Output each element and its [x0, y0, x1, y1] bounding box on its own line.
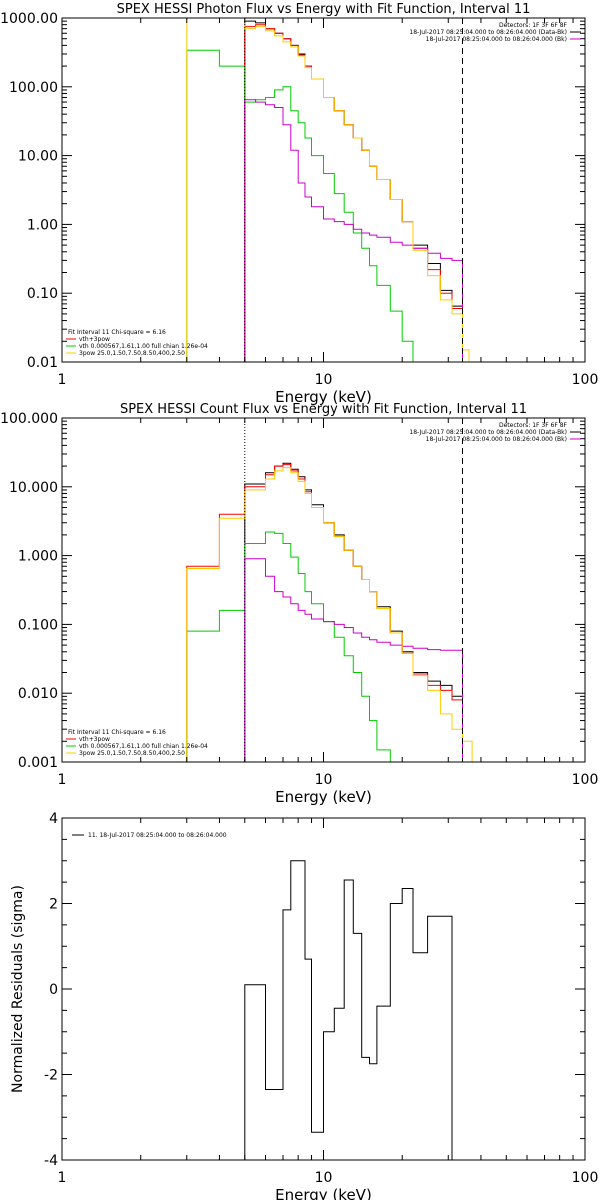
series-line-5: [186, 18, 470, 362]
legend-line: vth 0.000567,1.61,1.00 full chian 1.26e-…: [79, 343, 208, 350]
legend-line: vth+3pow: [79, 736, 110, 743]
series-group: [244, 860, 453, 1160]
y-tick-label: 0.01: [27, 355, 58, 371]
legend-line: 11. 18-Jul-2017 08:25:04.000 to 08:26:04…: [88, 832, 227, 839]
series-line-1: [244, 860, 453, 1160]
x-tick-label: 100: [572, 372, 599, 388]
y-tick-label: 0.10: [27, 286, 58, 302]
y-tick-label: 10.00: [18, 149, 58, 165]
x-tick-label: 10: [315, 772, 333, 788]
header-line: 18-Jul-2017 08:25:04.000 to 08:26:04.000…: [409, 429, 567, 436]
y-tick-label: 0.010: [18, 686, 58, 702]
x-tick-label: 100: [572, 772, 599, 788]
chart-panel-3: 1 10 100 -4 -2 0 2 4 Energy (keV) Normalized Resi…: [10, 811, 598, 1200]
chart-panel-2: 1 10 100 0.001 0.010 0.100 1.000 10.000 100.000 S…: [0, 402, 598, 806]
header-line: Detectors: 1F 3F 6F 8F: [499, 22, 568, 29]
legend-line: Fit Interval 11 Chi-square = 6.16: [68, 329, 166, 336]
series-line-3: [186, 49, 414, 362]
y-tick-label: 0.100: [18, 617, 58, 633]
series-line-2: [244, 24, 463, 362]
y-tick-label: 0: [49, 982, 58, 998]
y-tick-label: 10.000: [9, 480, 58, 496]
series-line-3: [186, 531, 391, 762]
x-tick-label: 10: [315, 1170, 333, 1186]
series-line-1: [244, 462, 463, 762]
x-tick-label: 100: [572, 1170, 599, 1186]
x-tick-label: 1: [58, 1170, 67, 1186]
y-tick-label: 1.00: [27, 217, 58, 233]
y-tick-label: 0.001: [18, 755, 58, 771]
y-tick-label: 1.000: [18, 549, 58, 565]
legend-line: 3pow 25.0,1.50,7.50,8.50,400,2.50: [79, 750, 185, 757]
series-line-2: [186, 464, 463, 762]
series-line-4: [244, 99, 463, 362]
legend-line: 3pow 25.0,1.50,7.50,8.50,400,2.50: [79, 350, 185, 357]
legend-line: Fit Interval 11 Chi-square = 6.16: [68, 729, 166, 736]
y-tick-label: 1000.00: [0, 11, 58, 27]
x-axis-label: Energy (keV): [275, 388, 372, 406]
series-line-1: [244, 20, 463, 362]
y-tick-label: 4: [49, 811, 58, 827]
plot-frame: [61, 417, 586, 763]
x-axis-label: Energy (keV): [275, 1186, 372, 1200]
chart-title: SPEX HESSI Photon Flux vs Energy with Fi…: [117, 2, 531, 17]
series-line-5: [186, 467, 482, 762]
chart-title: SPEX HESSI Count Flux vs Energy with Fit…: [120, 402, 527, 417]
x-tick-label: 1: [58, 772, 67, 788]
legend-line: vth 0.000567,1.61,1.00 full chian 1.26e-…: [79, 743, 208, 750]
y-tick-label: -4: [44, 1153, 58, 1169]
y-tick-label: 2: [49, 897, 58, 913]
x-tick-label: 10: [315, 372, 333, 388]
plot-frame: [61, 17, 586, 363]
y-tick-label: 100.00: [9, 80, 58, 96]
header-line: 18-Jul-2017 08:25:04.000 to 08:26:04.000…: [426, 436, 567, 443]
series-group: [186, 18, 470, 362]
chart-panel-1: 1 10 100 0.01 0.10 1.00 10.00 100.00 1000.00 SPEX…: [0, 2, 598, 406]
legend-line: vth+3pow: [79, 336, 110, 343]
header-line: 18-Jul-2017 08:25:04.000 to 08:26:04.000…: [426, 36, 567, 43]
header-line: 18-Jul-2017 08:25:04.000 to 08:26:04.000…: [409, 29, 567, 36]
y-tick-label: -2: [44, 1068, 58, 1084]
x-tick-label: 1: [58, 372, 67, 388]
series-line-4: [244, 558, 463, 762]
series-group: [186, 462, 482, 762]
y-axis-label: Normalized Residuals (sigma): [10, 885, 26, 1093]
header-line: Detectors: 1F 3F 6F 8F: [499, 422, 568, 429]
x-axis-label: Energy (keV): [275, 788, 372, 806]
y-tick-label: 100.000: [0, 411, 58, 427]
